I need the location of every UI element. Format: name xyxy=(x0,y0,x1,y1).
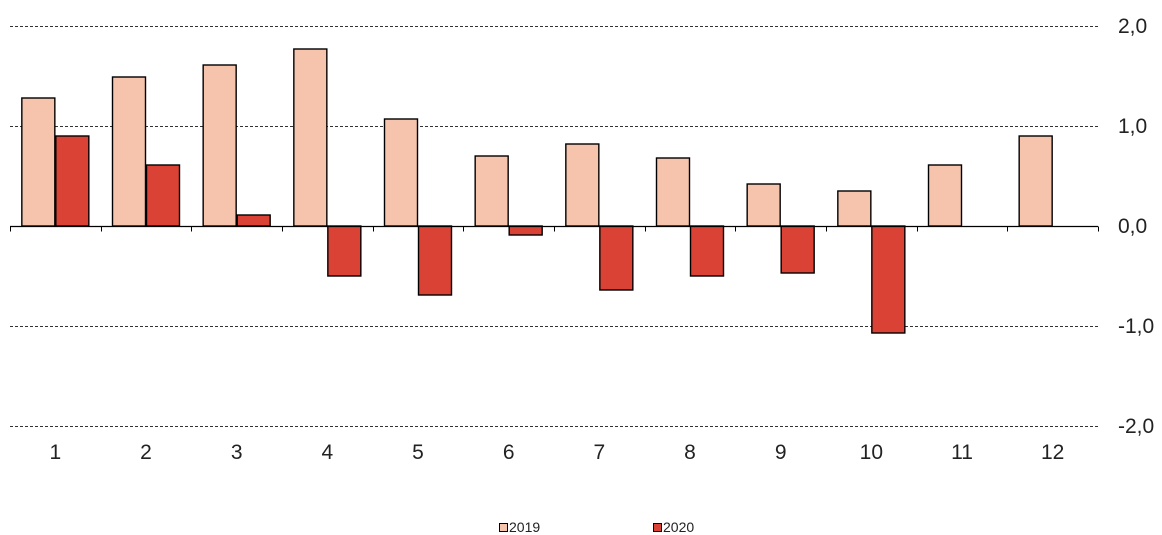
x-tick-label: 9 xyxy=(775,441,787,464)
legend-swatch-2020 xyxy=(653,522,662,532)
bar-2020-2 xyxy=(145,164,181,227)
bar-2019-9 xyxy=(746,183,781,227)
x-tick-label: 3 xyxy=(231,441,243,464)
x-tick-label: 5 xyxy=(412,441,424,464)
bar-2019-2 xyxy=(111,76,147,227)
x-tick-label: 12 xyxy=(1041,441,1064,464)
bar-2019-1 xyxy=(21,97,56,227)
legend-label-2019: 2019 xyxy=(509,519,541,535)
x-axis xyxy=(10,225,1099,232)
bar-2020-3 xyxy=(236,214,271,227)
bar-2019-5 xyxy=(383,118,419,227)
x-tick-label: 1 xyxy=(49,441,61,464)
bar-2019-8 xyxy=(655,157,691,227)
bar-2019-12 xyxy=(1018,135,1053,227)
bar-2020-8 xyxy=(689,225,725,277)
bar-2019-4 xyxy=(293,48,328,227)
x-tick-label: 7 xyxy=(593,441,605,464)
y-tick-labels: 2,0 1,0 0,0 -1,0 -2,0 xyxy=(1118,15,1154,438)
y-tick-label: -1,0 xyxy=(1118,315,1154,338)
bar-2020-6 xyxy=(508,225,543,236)
y-tick-label: 1,0 xyxy=(1118,115,1147,138)
x-tick-labels: 1 2 3 4 5 6 7 8 9 10 11 12 xyxy=(49,441,1064,464)
legend-item-2019: 2019 xyxy=(499,519,540,535)
bar-2020-4 xyxy=(327,225,362,277)
legend-label-2020: 2020 xyxy=(663,519,695,535)
bar-2019-3 xyxy=(202,64,237,227)
bar-2020-10 xyxy=(871,225,906,334)
bar-2019-7 xyxy=(565,143,600,227)
y-tick-label: -2,0 xyxy=(1118,415,1154,438)
x-tick-label: 6 xyxy=(503,441,515,464)
bar-2020-7 xyxy=(599,225,634,291)
y-tick-label: 2,0 xyxy=(1118,15,1147,38)
bar-2019-6 xyxy=(474,155,509,227)
legend-item-2020: 2020 xyxy=(653,519,694,535)
x-tick-label: 11 xyxy=(951,441,973,464)
legend-swatch-2019 xyxy=(499,522,508,532)
bars xyxy=(21,48,1053,334)
bar-2020-1 xyxy=(55,135,90,227)
legend: 2019 2020 xyxy=(0,519,1162,535)
bar-chart: 2,01,00,0-1,0-2,0 1 2 3 4 5 6 7 8 9 10 11 12 xyxy=(10,15,1154,464)
x-tick-label: 4 xyxy=(321,441,333,464)
y-tick-label: 0,0 xyxy=(1118,215,1147,238)
bar-2019-11 xyxy=(927,164,963,227)
gridlines xyxy=(10,26,1098,427)
x-tick-label: 2 xyxy=(140,441,152,464)
bar-2020-5 xyxy=(417,225,453,296)
x-tick-label: 8 xyxy=(684,441,696,464)
bar-2019-10 xyxy=(837,190,872,227)
x-tick-label: 10 xyxy=(860,441,883,464)
bar-2020-9 xyxy=(780,225,815,274)
